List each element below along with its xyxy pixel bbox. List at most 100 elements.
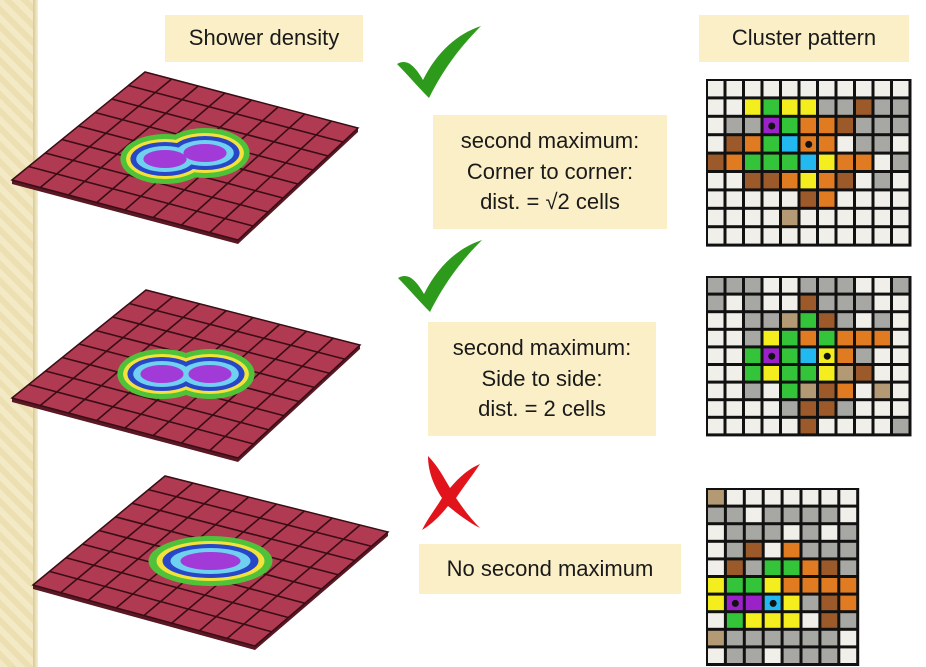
cluster-cell	[874, 278, 890, 293]
cluster-cell	[708, 330, 724, 346]
cluster-cell	[802, 595, 819, 611]
cluster-cell	[708, 507, 724, 523]
cluster-cell	[764, 560, 781, 575]
cluster-pattern-header-text: Cluster pattern	[731, 25, 877, 51]
cluster-cell	[802, 630, 819, 646]
cluster-cell	[782, 117, 798, 134]
cluster-cell	[819, 228, 835, 244]
cluster-cell	[745, 418, 761, 434]
shower-contour	[188, 365, 232, 383]
cluster-cell	[764, 648, 781, 663]
cluster-cell	[783, 595, 800, 611]
shower-contour	[143, 150, 187, 168]
cluster-cell	[782, 313, 798, 328]
cluster-cell	[800, 348, 816, 363]
cluster-cell	[708, 490, 724, 505]
plane-grid-line	[209, 120, 332, 234]
cluster-cell	[819, 383, 835, 399]
cluster-cell	[708, 228, 724, 244]
cluster-cell	[782, 330, 798, 346]
shower-density-header-text: Shower density	[188, 25, 340, 51]
cluster-cell	[837, 173, 853, 189]
cluster-cell	[726, 117, 742, 134]
cluster-cell	[764, 507, 781, 523]
cluster-cell	[874, 330, 890, 346]
cluster-cell	[837, 348, 853, 363]
shower-contour	[140, 365, 184, 383]
cluster-cell	[800, 209, 816, 226]
check-shape-1	[397, 26, 481, 98]
cluster-cell	[745, 542, 762, 558]
cluster-cell	[726, 542, 743, 558]
cluster-cell	[726, 99, 742, 115]
cluster-cell	[800, 418, 816, 434]
cluster-cell	[745, 295, 761, 311]
cluster-cell	[763, 330, 779, 346]
cluster-cell	[764, 630, 781, 646]
cluster-cell	[708, 418, 724, 434]
plane-grid-line	[209, 337, 334, 452]
cluster-cell	[782, 366, 798, 381]
cluster-cell	[745, 578, 762, 593]
cluster-cell	[764, 490, 781, 505]
cluster-cell	[840, 630, 857, 646]
cluster-cell	[840, 525, 857, 540]
cluster-cell	[837, 228, 853, 244]
cluster-cell	[800, 313, 816, 328]
cluster-cell	[783, 560, 800, 575]
plane-grid-line	[226, 524, 361, 639]
cluster-cell	[821, 542, 838, 558]
cluster-cell	[708, 191, 724, 207]
cluster-cell	[821, 560, 838, 575]
cluster-cell	[893, 99, 909, 115]
cluster-cell	[893, 348, 909, 363]
cluster-cell	[819, 136, 835, 152]
plane-grid-line	[180, 113, 306, 226]
cluster-cell	[893, 228, 909, 244]
cluster-cell	[800, 383, 816, 399]
cluster-cell	[745, 490, 762, 505]
cluster-cell	[763, 191, 779, 207]
cluster-cell	[782, 348, 798, 363]
cluster-cell	[782, 154, 798, 170]
shower-contour	[183, 144, 227, 162]
cluster-cell	[782, 81, 798, 97]
cluster-cell	[800, 191, 816, 207]
cluster-cell	[783, 490, 800, 505]
cluster-cell	[819, 330, 835, 346]
cluster-cell	[819, 99, 835, 115]
cluster-cell	[874, 173, 890, 189]
cluster-cell	[726, 560, 743, 575]
cluster-cell	[837, 99, 853, 115]
cluster-cell	[726, 295, 742, 311]
cluster-cell	[837, 401, 853, 416]
cluster-cell	[782, 209, 798, 226]
cluster-cell	[893, 401, 909, 416]
cluster-cell	[782, 383, 798, 399]
cluster-cell	[874, 295, 890, 311]
cluster-cell	[745, 595, 762, 611]
cluster-cell	[893, 191, 909, 207]
cluster-cell	[800, 330, 816, 346]
shower-plane-2-group	[10, 289, 362, 462]
shower-contour	[180, 552, 241, 570]
cluster-cell	[800, 154, 816, 170]
cluster-cell	[856, 191, 872, 207]
cluster-cell	[726, 313, 742, 328]
case-1-line-1: second maximum:	[460, 128, 640, 154]
cluster-cell	[802, 613, 819, 628]
cluster-cell	[783, 630, 800, 646]
cluster-cell	[874, 383, 890, 399]
cluster-cell	[726, 278, 742, 293]
local-maximum-dot	[768, 122, 776, 130]
cluster-cell	[874, 401, 890, 416]
cluster-cell	[874, 99, 890, 115]
cluster-cell	[837, 295, 853, 311]
cluster-pattern-header: Cluster pattern	[699, 15, 909, 62]
cluster-cell	[856, 136, 872, 152]
cluster-cell	[874, 136, 890, 152]
cluster-cell	[726, 401, 742, 416]
cluster-cell	[782, 136, 798, 152]
cluster-cell	[802, 525, 819, 540]
